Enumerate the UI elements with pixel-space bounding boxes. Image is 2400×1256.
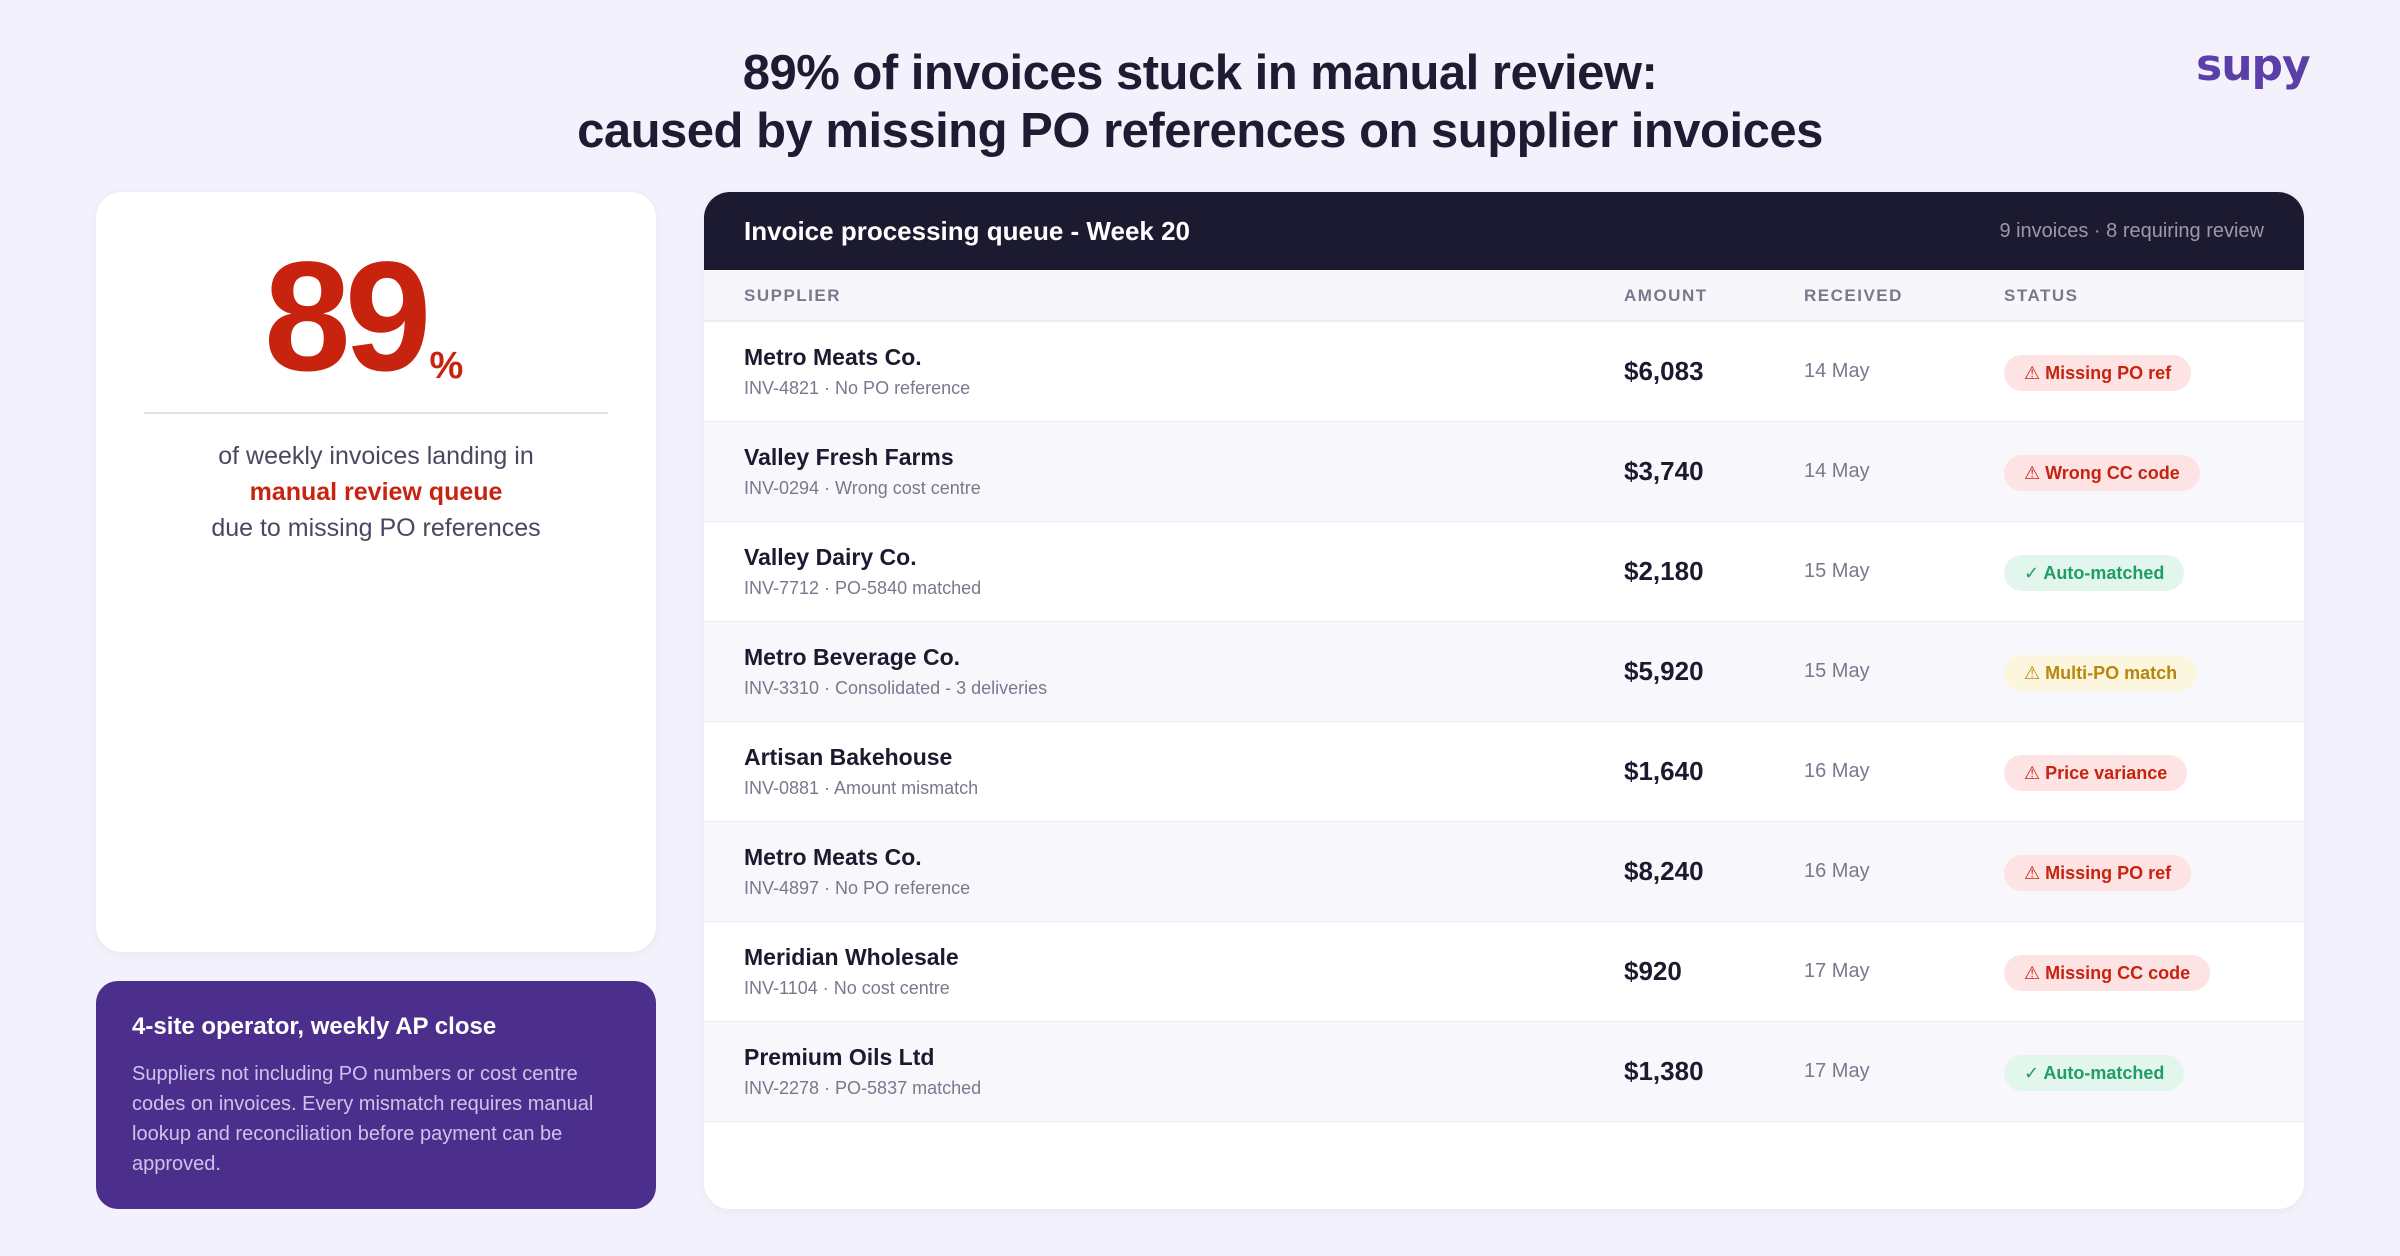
- stat-divider: [144, 412, 608, 414]
- supplier-name: Metro Beverage Co.: [744, 644, 961, 670]
- invoice-detail: INV-0294 · Wrong cost centre: [744, 478, 981, 498]
- received-date: 14 May: [1804, 360, 1870, 382]
- supplier-name: Artisan Bakehouse: [744, 744, 953, 770]
- context-card: 4-site operator, weekly AP close Supplie…: [96, 981, 656, 1209]
- stat-caption-line-3: due to missing PO references: [211, 514, 541, 542]
- invoice-amount: $6,083: [1624, 356, 1704, 386]
- status-badge[interactable]: ✓ Auto-matched: [2004, 555, 2185, 591]
- supy-logo: supy: [2196, 40, 2311, 91]
- invoice-detail: INV-4897 · No PO reference: [744, 878, 971, 898]
- table-row[interactable]: Metro Meats Co. INV-4821 · No PO referenc…: [704, 322, 2304, 422]
- table-row[interactable]: Meridian Wholesale INV-1104 · No cost cen…: [704, 922, 2304, 1022]
- invoice-detail: INV-7712 · PO-5840 matched: [744, 578, 982, 598]
- received-date: 16 May: [1804, 860, 1870, 882]
- context-title: 4-site operator, weekly AP close: [132, 1013, 497, 1040]
- invoice-queue-panel: Invoice processing queue - Week 20 9 inv…: [704, 192, 2304, 1209]
- status-badge[interactable]: ⚠ Multi-PO match: [2004, 655, 2198, 691]
- queue-header: Invoice processing queue - Week 20 9 inv…: [704, 192, 2304, 270]
- received-date: 17 May: [1804, 960, 1870, 982]
- table-row[interactable]: Artisan Bakehouse INV-0881 · Amount misma…: [704, 722, 2304, 822]
- big-stat: 89%: [264, 230, 464, 404]
- invoice-detail: INV-2278 · PO-5837 matched: [744, 1078, 982, 1098]
- stat-caption-highlight: manual review queue: [249, 478, 503, 506]
- table-row[interactable]: Metro Meats Co. INV-4897 · No PO referenc…: [704, 822, 2304, 922]
- supplier-name: Valley Dairy Co.: [744, 544, 917, 570]
- headline-line-1: 89% of invoices stuck in manual review:: [742, 46, 1658, 100]
- context-body: Suppliers not including PO numbers or co…: [132, 1063, 594, 1175]
- invoice-amount: $3,740: [1624, 456, 1704, 486]
- status-badge[interactable]: ⚠ Wrong CC code: [2004, 455, 2200, 491]
- column-header-supplier[interactable]: SUPPLIER: [744, 286, 842, 305]
- table-row[interactable]: Valley Dairy Co. INV-7712 · PO-5840 match…: [704, 522, 2304, 622]
- status-badge[interactable]: ⚠ Price variance: [2004, 755, 2188, 791]
- invoice-detail: INV-1104 · No cost centre: [744, 978, 950, 998]
- stat-card: 89% of weekly invoices landing in manual…: [96, 192, 656, 952]
- received-date: 15 May: [1804, 560, 1870, 582]
- headline-line-2: caused by missing PO references on suppl…: [577, 104, 1823, 158]
- invoice-amount: $1,380: [1624, 1056, 1704, 1086]
- received-date: 17 May: [1804, 1060, 1870, 1082]
- supplier-name: Metro Meats Co.: [744, 344, 922, 370]
- table-row[interactable]: Premium Oils Ltd INV-2278 · PO-5837 match…: [704, 1022, 2304, 1122]
- table-row[interactable]: Metro Beverage Co. INV-3310 · Consolidate…: [704, 622, 2304, 722]
- stat-caption: of weekly invoices landing in manual rev…: [96, 438, 656, 546]
- supplier-name: Premium Oils Ltd: [744, 1044, 935, 1070]
- stat-value: 89: [264, 230, 432, 404]
- status-badge[interactable]: ✓ Auto-matched: [2004, 1055, 2185, 1091]
- invoice-amount: $920: [1624, 956, 1682, 986]
- invoice-amount: $5,920: [1624, 656, 1704, 686]
- status-badge[interactable]: ⚠ Missing PO ref: [2004, 855, 2192, 891]
- supplier-name: Metro Meats Co.: [744, 844, 922, 870]
- invoice-detail: INV-3310 · Consolidated - 3 deliveries: [744, 678, 1048, 698]
- queue-meta: 9 invoices · 8 requiring review: [1999, 219, 2264, 242]
- received-date: 16 May: [1804, 760, 1870, 782]
- queue-rows: Metro Meats Co. INV-4821 · No PO referenc…: [704, 322, 2304, 1122]
- column-header-received[interactable]: RECEIVED: [1804, 286, 1903, 305]
- invoice-detail: INV-4821 · No PO reference: [744, 378, 971, 398]
- invoice-amount: $1,640: [1624, 756, 1704, 786]
- invoice-amount: $8,240: [1624, 856, 1704, 886]
- received-date: 14 May: [1804, 460, 1870, 482]
- invoice-amount: $2,180: [1624, 556, 1704, 586]
- received-date: 15 May: [1804, 660, 1870, 682]
- headline: 89% of invoices stuck in manual review: …: [0, 44, 2400, 160]
- queue-title: Invoice processing queue - Week 20: [744, 215, 1191, 246]
- status-badge[interactable]: ⚠ Missing CC code: [2004, 955, 2211, 991]
- invoice-detail: INV-0881 · Amount mismatch: [744, 778, 979, 798]
- stat-unit: %: [429, 345, 464, 387]
- column-header-status[interactable]: STATUS: [2004, 286, 2079, 305]
- table-row[interactable]: Valley Fresh Farms INV-0294 · Wrong cost …: [704, 422, 2304, 522]
- supplier-name: Valley Fresh Farms: [744, 444, 954, 470]
- column-headers: SUPPLIER AMOUNT RECEIVED STATUS: [704, 270, 2304, 322]
- column-header-amount[interactable]: AMOUNT: [1624, 286, 1708, 305]
- supplier-name: Meridian Wholesale: [744, 944, 959, 970]
- status-badge[interactable]: ⚠ Missing PO ref: [2004, 355, 2192, 391]
- stat-caption-line-1: of weekly invoices landing in: [218, 442, 534, 470]
